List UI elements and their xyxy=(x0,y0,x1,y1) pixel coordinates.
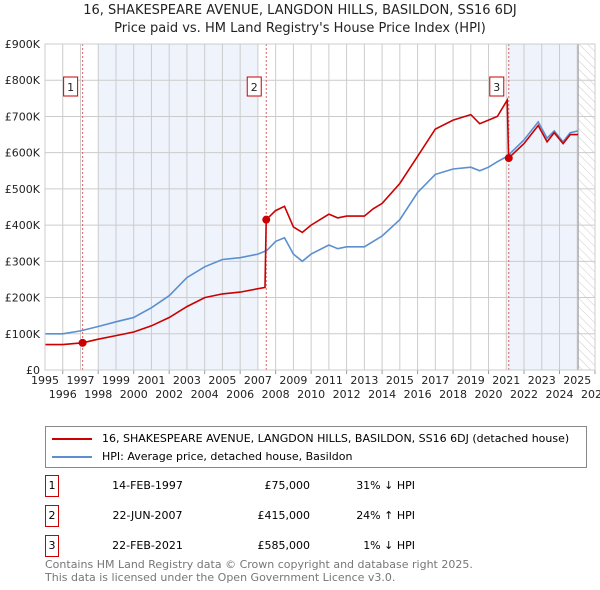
x-tick-label: 2010 xyxy=(297,388,325,401)
legend-swatch-red xyxy=(52,437,92,440)
sale-date: 14-FEB-1997 xyxy=(112,479,183,492)
sale-date: 22-FEB-2021 xyxy=(112,539,183,552)
sale-price: £585,000 xyxy=(257,539,311,552)
sale-point xyxy=(78,338,87,347)
y-tick-label: £200K xyxy=(5,292,41,305)
legend-swatch-blue xyxy=(52,455,92,458)
x-tick-label: 2017 xyxy=(421,374,449,387)
chart-title: 16, SHAKESPEARE AVENUE, LANGDON HILLS, B… xyxy=(83,3,517,18)
price-chart: 1995199619971998199920002001200220032004… xyxy=(5,38,600,401)
sale-hpi: 24% ↑ HPI xyxy=(356,509,415,522)
y-tick-label: £400K xyxy=(5,219,41,232)
legend-item-property: 16, SHAKESPEARE AVENUE, LANGDON HILLS, B… xyxy=(52,432,569,445)
x-tick-label: 2021 xyxy=(492,374,520,387)
x-tick-label: 2002 xyxy=(155,388,183,401)
x-tick-label: 2015 xyxy=(386,374,414,387)
sale-price: £75,000 xyxy=(264,479,311,492)
footer-licence: This data is licensed under the Open Gov… xyxy=(45,571,396,584)
sale-marker-box xyxy=(489,76,505,97)
y-tick-label: £900K xyxy=(5,38,41,51)
sale-point xyxy=(504,154,513,163)
sale-marker-box xyxy=(63,76,79,97)
x-tick-label: 2024 xyxy=(546,388,574,401)
y-tick-label: £0 xyxy=(26,364,40,377)
y-tick-label: £700K xyxy=(5,110,41,123)
x-tick-label: 2013 xyxy=(350,374,378,387)
sale-hpi: 31% ↓ HPI xyxy=(356,479,415,492)
chart-subtitle: Price paid vs. HM Land Registry's House … xyxy=(114,21,486,36)
sale-row: 2 22-JUN-2007 £415,000 24% ↑ HPI xyxy=(45,505,445,527)
x-tick-label: 2018 xyxy=(439,388,467,401)
sale-point xyxy=(262,215,271,224)
x-tick-label: 2006 xyxy=(226,388,254,401)
sale-marker-label: 2 xyxy=(251,81,258,94)
x-tick-label: 2022 xyxy=(510,388,538,401)
legend-item-hpi: HPI: Average price, detached house, Basi… xyxy=(52,450,352,463)
hpi-line xyxy=(45,120,579,335)
sale-marker-label: 1 xyxy=(45,475,59,497)
x-tick-label: 1996 xyxy=(49,388,77,401)
x-tick-label: 2003 xyxy=(173,374,201,387)
x-tick-label: 2026 xyxy=(581,388,600,401)
sale-row: 3 22-FEB-2021 £585,000 1% ↓ HPI xyxy=(45,535,445,557)
legend-label: 16, SHAKESPEARE AVENUE, LANGDON HILLS, B… xyxy=(102,432,570,445)
x-tick-label: 1997 xyxy=(66,374,94,387)
sale-marker-box xyxy=(246,76,262,97)
forecast-hatch xyxy=(578,44,595,370)
x-tick-label: 1995 xyxy=(31,374,59,387)
x-tick-label: 2011 xyxy=(315,374,343,387)
y-tick-label: £500K xyxy=(5,183,41,196)
sale-marker-label: 3 xyxy=(45,535,59,557)
x-tick-label: 2004 xyxy=(191,388,219,401)
x-tick-label: 2001 xyxy=(137,374,165,387)
y-tick-label: £600K xyxy=(5,147,41,160)
x-tick-label: 2012 xyxy=(333,388,361,401)
y-tick-label: £800K xyxy=(5,74,41,87)
sale-marker-label: 1 xyxy=(67,81,74,94)
x-tick-label: 2008 xyxy=(262,388,290,401)
y-tick-label: £300K xyxy=(5,255,41,268)
shaded-range xyxy=(98,44,258,370)
y-tick-label: £100K xyxy=(5,328,41,341)
x-tick-label: 2023 xyxy=(528,374,556,387)
footer-copyright: Contains HM Land Registry data © Crown c… xyxy=(45,558,473,571)
footer: Contains HM Land Registry data © Crown c… xyxy=(45,558,473,584)
sale-date: 22-JUN-2007 xyxy=(112,509,183,522)
x-tick-label: 2019 xyxy=(457,374,485,387)
plot-border xyxy=(44,43,596,371)
x-tick-label: 2000 xyxy=(120,388,148,401)
x-tick-label: 2009 xyxy=(279,374,307,387)
x-tick-label: 1999 xyxy=(102,374,130,387)
shaded-range xyxy=(507,44,579,370)
x-tick-label: 2014 xyxy=(368,388,396,401)
sale-hpi: 1% ↓ HPI xyxy=(363,539,415,552)
x-tick-label: 1998 xyxy=(84,388,112,401)
sale-marker-label: 3 xyxy=(493,81,500,94)
x-tick-label: 2005 xyxy=(208,374,236,387)
x-tick-label: 2025 xyxy=(563,374,591,387)
legend: 16, SHAKESPEARE AVENUE, LANGDON HILLS, B… xyxy=(45,426,587,468)
legend-label: HPI: Average price, detached house, Basi… xyxy=(102,450,353,463)
x-tick-label: 2007 xyxy=(244,374,272,387)
sale-marker-label: 2 xyxy=(45,505,59,527)
x-tick-label: 2020 xyxy=(475,388,503,401)
sale-row: 1 14-FEB-1997 £75,000 31% ↓ HPI xyxy=(45,475,445,497)
x-tick-label: 2016 xyxy=(404,388,432,401)
sale-price: £415,000 xyxy=(257,509,311,522)
